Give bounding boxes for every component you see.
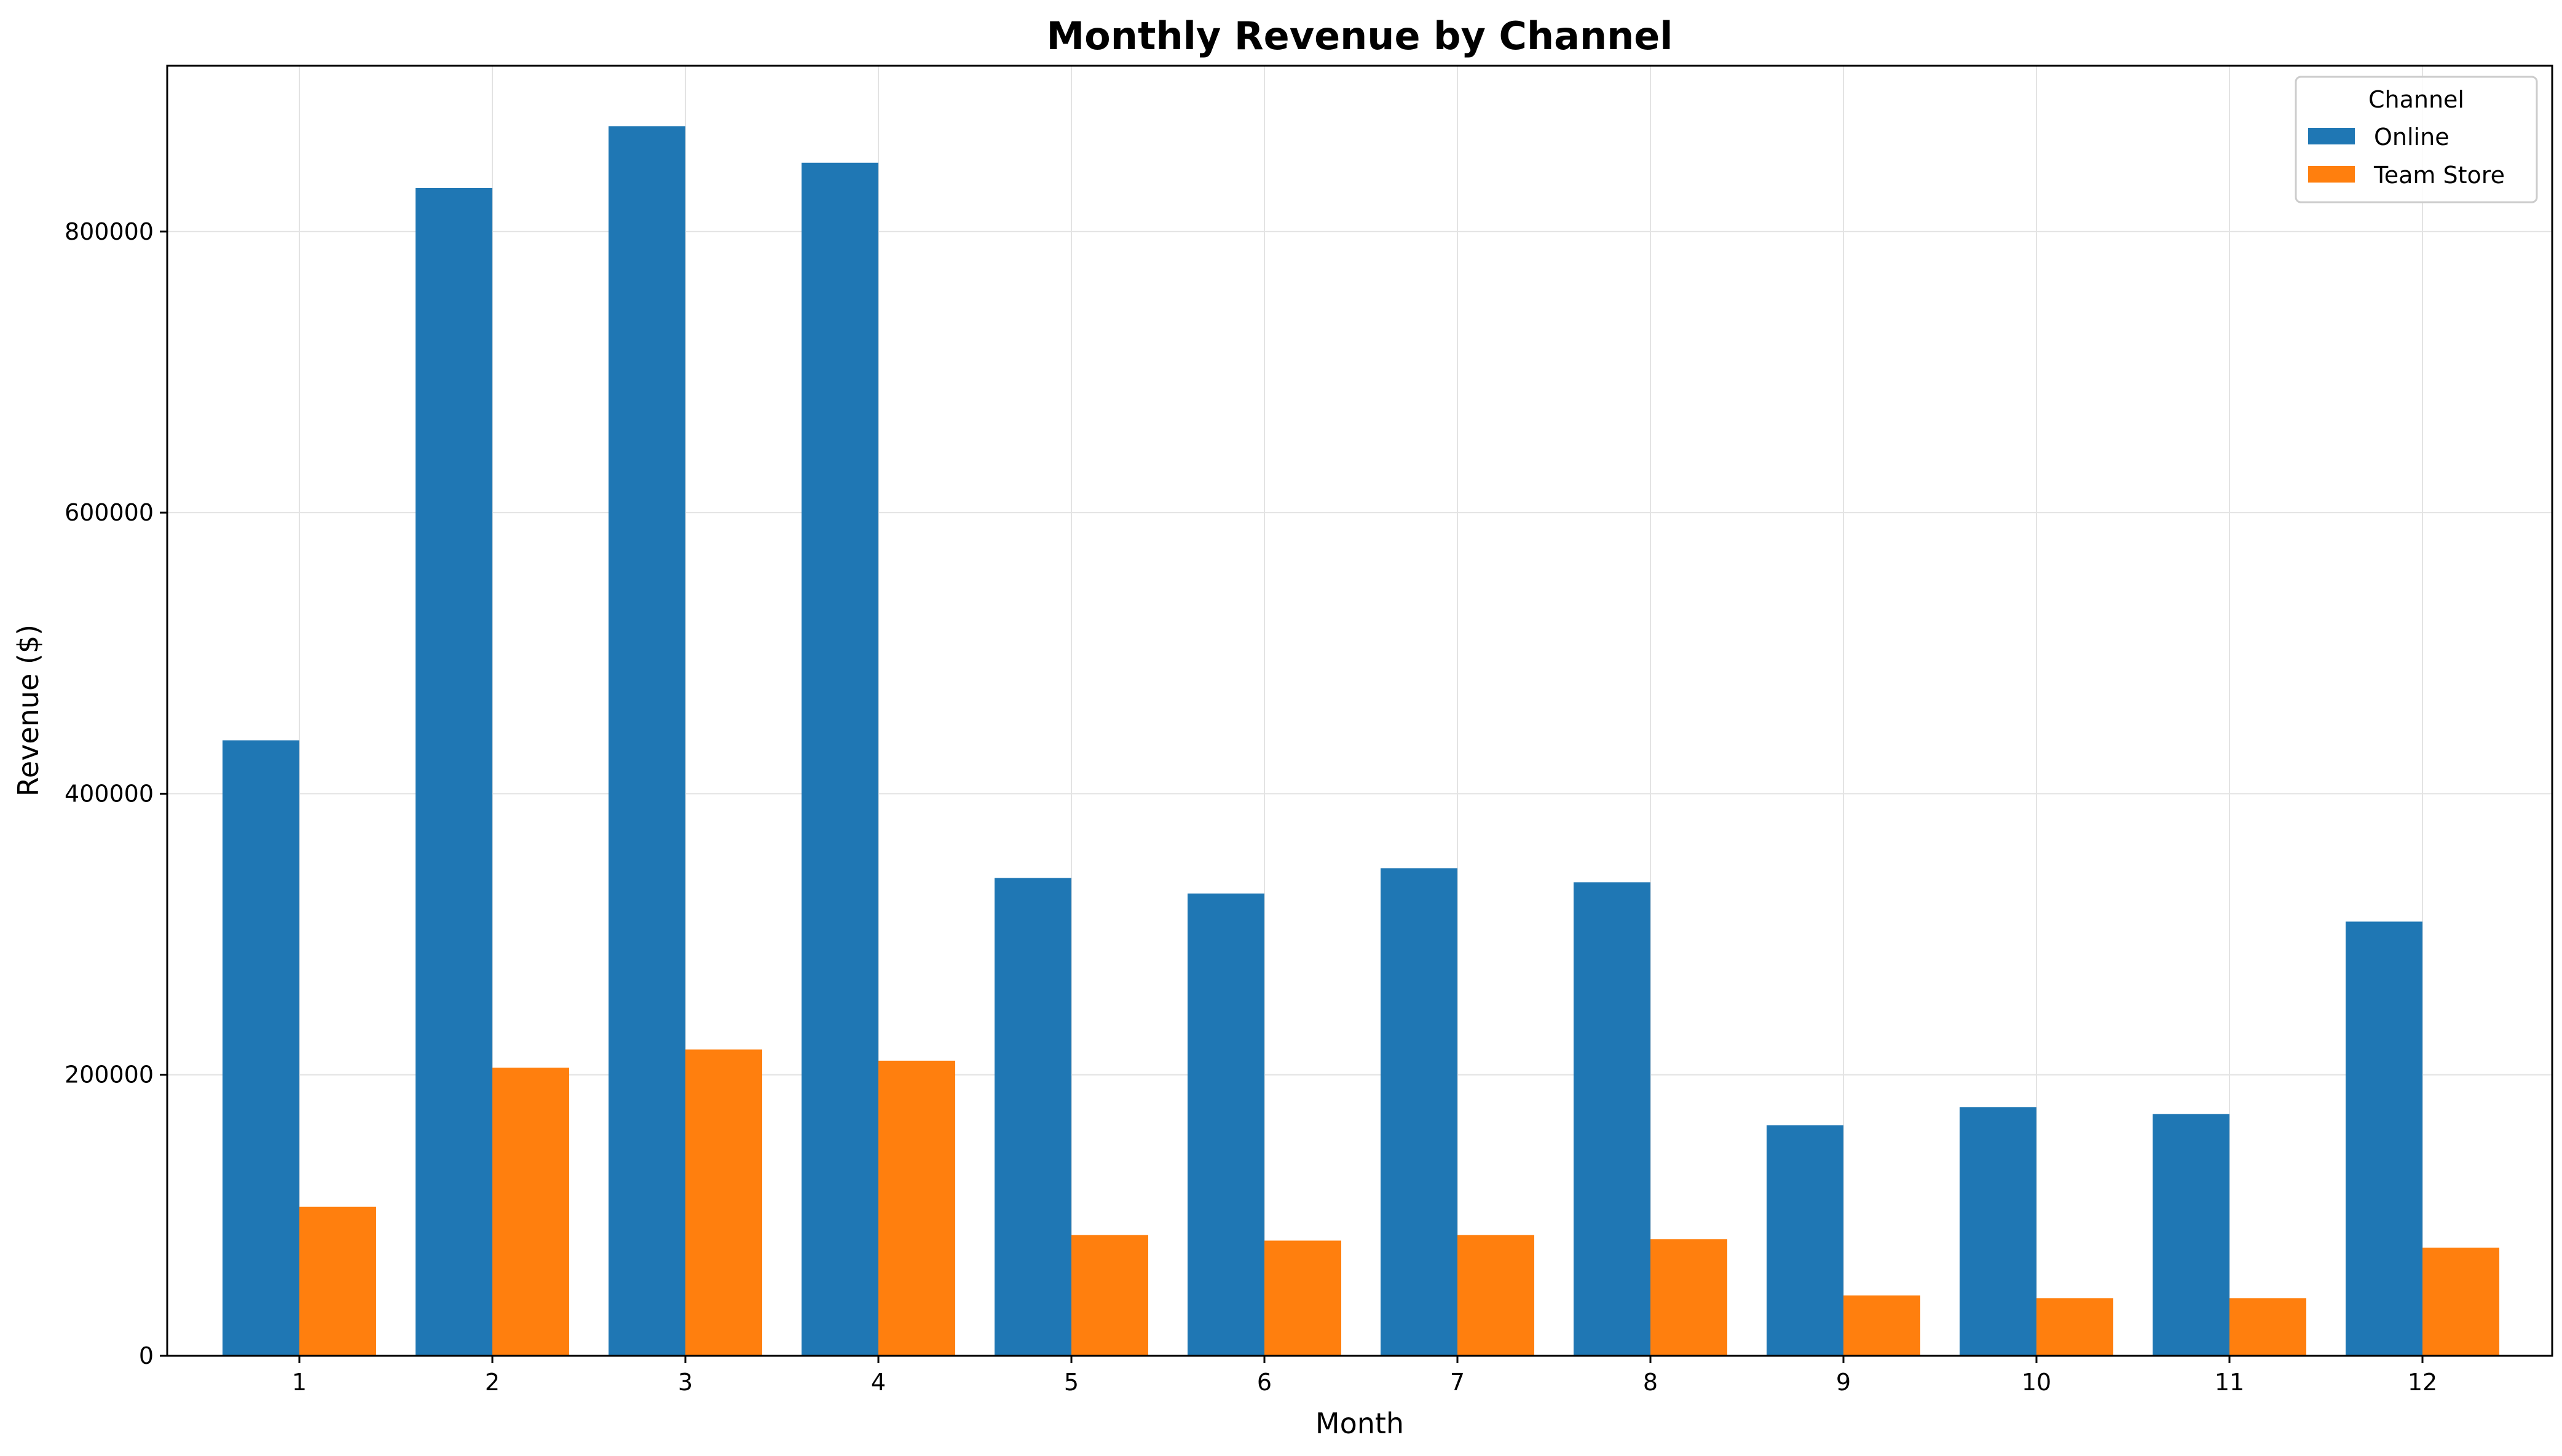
x-tick-label-7: 7: [1450, 1369, 1465, 1396]
bar-online-month-11: [2153, 1114, 2229, 1356]
x-tick-label-4: 4: [871, 1369, 886, 1396]
bar-online-month-4: [802, 162, 878, 1356]
bar-online-month-9: [1767, 1125, 1843, 1356]
legend-label-online: Online: [2374, 124, 2450, 151]
bar-online-month-5: [995, 878, 1071, 1356]
bar-team-store-month-2: [492, 1068, 569, 1356]
x-tick-label-2: 2: [485, 1369, 500, 1396]
y-tick-label-0: 0: [139, 1342, 154, 1369]
x-axis-label: Month: [1315, 1407, 1404, 1440]
bar-team-store-month-9: [1843, 1295, 1920, 1356]
bar-team-store-month-3: [685, 1049, 762, 1356]
x-axis-ticks: 1 2 3 4 5 6 7 8 9 10 11 12: [292, 1356, 2437, 1396]
bar-team-store-month-11: [2229, 1298, 2306, 1356]
chart-title: Monthly Revenue by Channel: [1046, 14, 1673, 58]
bar-team-store-month-7: [1457, 1235, 1534, 1356]
bar-online-month-3: [609, 126, 685, 1356]
bar-team-store-month-4: [878, 1060, 955, 1356]
bar-online-month-12: [2346, 921, 2422, 1356]
bars: [223, 126, 2499, 1356]
bar-team-store-month-12: [2422, 1247, 2499, 1356]
x-tick-label-3: 3: [678, 1369, 693, 1396]
x-tick-label-1: 1: [292, 1369, 307, 1396]
legend-box: [2295, 76, 2538, 203]
legend-label-team-store: Team Store: [2373, 162, 2505, 189]
legend: Channel Online Team Store: [2295, 76, 2538, 203]
y-tick-label-3: 600000: [65, 499, 154, 526]
x-tick-label-10: 10: [2022, 1369, 2051, 1396]
x-tick-label-5: 5: [1064, 1369, 1079, 1396]
y-axis-ticks: 0 200000 400000 600000 800000: [65, 218, 167, 1369]
bar-online-month-1: [223, 740, 299, 1356]
x-tick-label-12: 12: [2408, 1369, 2437, 1396]
bar-online-month-6: [1188, 893, 1264, 1356]
x-tick-label-6: 6: [1257, 1369, 1272, 1396]
legend-swatch-online: [2308, 128, 2355, 144]
bar-online-month-2: [416, 187, 492, 1356]
y-axis-label: Revenue ($): [12, 624, 45, 797]
x-tick-label-9: 9: [1836, 1369, 1851, 1396]
bar-team-store-month-1: [299, 1206, 376, 1356]
plot-frame: [166, 65, 2553, 1357]
y-tick-label-2: 400000: [65, 780, 154, 807]
x-tick-label-8: 8: [1643, 1369, 1658, 1396]
bar-team-store-month-5: [1071, 1235, 1148, 1356]
y-tick-label-1: 200000: [65, 1061, 154, 1088]
bar-online-month-8: [1574, 882, 1650, 1356]
legend-swatch-team-store: [2308, 166, 2355, 183]
legend-title: Channel: [2368, 86, 2464, 113]
bar-team-store-month-6: [1264, 1240, 1341, 1356]
bar-online-month-7: [1381, 868, 1457, 1356]
y-tick-label-4: 800000: [65, 218, 154, 245]
bar-online-month-10: [1960, 1107, 2036, 1356]
bar-team-store-month-8: [1650, 1239, 1727, 1356]
x-tick-label-11: 11: [2215, 1369, 2244, 1396]
bar-team-store-month-10: [2036, 1298, 2113, 1356]
